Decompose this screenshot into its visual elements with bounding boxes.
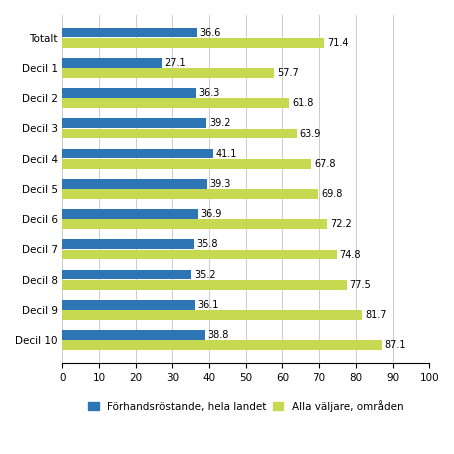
Text: 36.1: 36.1 [198,300,219,310]
Text: 36.3: 36.3 [198,88,220,98]
Text: 61.8: 61.8 [292,99,313,109]
Bar [62,280,347,290]
Bar [62,340,382,350]
Bar [62,239,194,249]
Text: 57.7: 57.7 [277,68,299,78]
Bar [62,209,198,219]
Text: 72.2: 72.2 [330,219,352,229]
Bar [62,38,324,48]
Bar [62,189,318,199]
Bar [62,88,196,98]
Bar [62,250,337,259]
Text: 69.8: 69.8 [321,189,343,199]
Bar [62,129,297,138]
Text: 35.2: 35.2 [194,270,216,280]
Bar [62,300,195,310]
Bar [62,310,362,320]
Text: 27.1: 27.1 [165,58,186,68]
Text: 36.6: 36.6 [200,28,221,38]
Legend: Förhandsröstande, hela landet, Alla väljare, områden: Förhandsröstande, hela landet, Alla välj… [84,396,407,416]
Text: 87.1: 87.1 [385,340,406,350]
Bar [62,28,197,37]
Bar [62,159,311,169]
Text: 39.2: 39.2 [209,118,231,128]
Text: 39.3: 39.3 [209,179,231,189]
Text: 63.9: 63.9 [300,128,321,138]
Bar [62,149,213,158]
Bar [62,270,192,279]
Bar [62,99,289,108]
Text: 38.8: 38.8 [207,330,229,340]
Text: 67.8: 67.8 [314,159,336,169]
Bar [62,118,206,128]
Text: 77.5: 77.5 [350,280,371,290]
Bar [62,68,274,78]
Text: 35.8: 35.8 [197,239,218,249]
Bar [62,330,205,340]
Text: 36.9: 36.9 [201,209,222,219]
Bar [62,219,327,229]
Bar [62,58,162,68]
Text: 41.1: 41.1 [216,148,237,158]
Text: 81.7: 81.7 [365,310,386,320]
Bar [62,179,207,189]
Text: 71.4: 71.4 [327,38,349,48]
Text: 74.8: 74.8 [340,250,361,260]
